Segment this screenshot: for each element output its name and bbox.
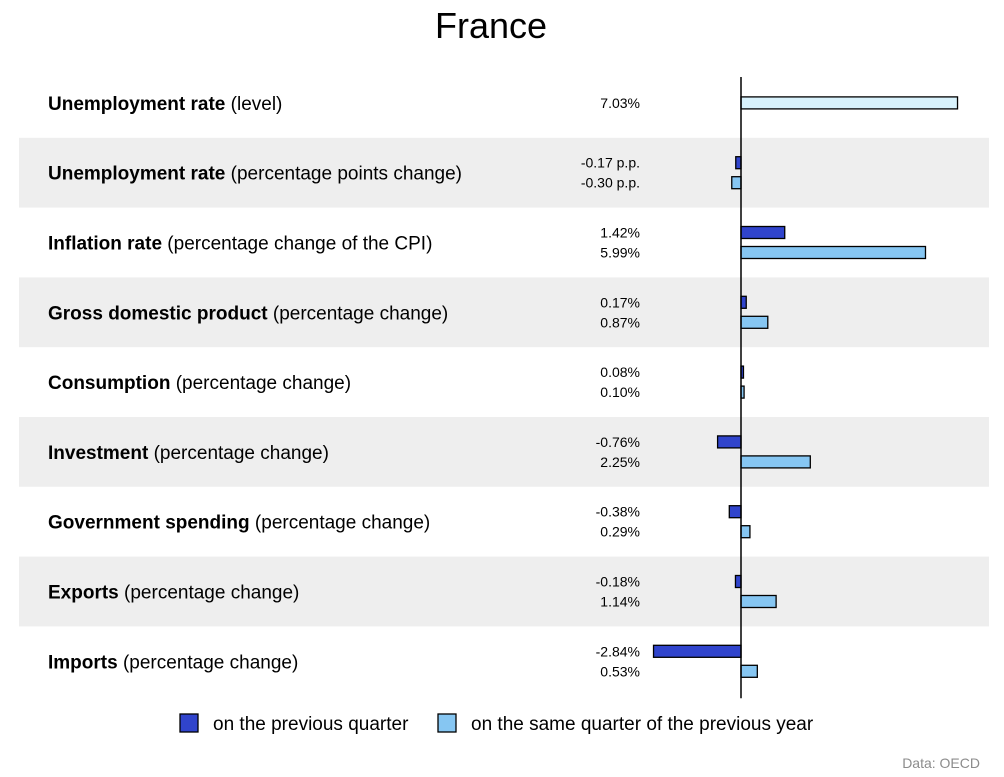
row-shading: [19, 556, 989, 627]
category-label: Gross domestic product (percentage chang…: [48, 303, 448, 324]
value-label: 0.08%: [600, 364, 640, 380]
category-label: Government spending (percentage change): [48, 513, 430, 534]
bar-level: [740, 96, 959, 110]
value-label: -0.76%: [596, 434, 640, 450]
legend-swatch: [179, 713, 199, 733]
row-shading: [19, 137, 989, 208]
category-suffix: (level): [225, 94, 282, 115]
bar-previous-quarter: [734, 574, 742, 589]
bar-previous-year: [731, 176, 742, 190]
category-name: Exports: [48, 583, 119, 604]
legend: on the previous quarter on the same quart…: [179, 713, 814, 735]
category-name: Unemployment rate: [48, 164, 225, 185]
category-label: Unemployment rate (percentage points cha…: [48, 164, 462, 185]
category-suffix: (percentage change): [268, 303, 449, 324]
chart-title: France: [434, 5, 548, 46]
category-label: Unemployment rate (level): [48, 94, 282, 115]
value-label: 5.99%: [600, 245, 640, 261]
row-shading: [19, 417, 989, 487]
category-suffix: (percentage change): [119, 583, 300, 604]
bar-previous-year: [740, 525, 751, 539]
category-suffix: (percentage change): [118, 652, 299, 673]
category-suffix: (percentage change of the CPI): [162, 234, 432, 255]
category-name: Consumption: [48, 373, 170, 394]
row-labels: Unemployment rate (level)Unemployment ra…: [48, 94, 462, 673]
legend-label: on the previous quarter: [213, 714, 409, 735]
category-suffix: (percentage change): [170, 373, 351, 394]
bar-previous-year: [740, 594, 777, 609]
bar-previous-year: [740, 315, 769, 329]
value-label: -2.84%: [596, 643, 640, 659]
bars: [652, 96, 959, 678]
bar-previous-year: [740, 245, 927, 260]
value-label: -0.18%: [596, 574, 640, 590]
value-label: -0.17 p.p.: [581, 155, 640, 171]
source-note: Data: OECD: [902, 755, 980, 771]
bar-previous-year: [740, 664, 758, 678]
bar-previous-quarter: [716, 435, 742, 449]
value-labels: 7.03% -0.17 p.p. -0.30 p.p. 1.42% 5.99% 0.17%…: [581, 95, 640, 679]
category-label: Inflation rate (percentage change of the…: [48, 234, 432, 255]
category-suffix: (percentage change): [148, 443, 329, 464]
category-suffix: (percentage points change): [225, 164, 462, 185]
bar-previous-quarter: [740, 225, 786, 240]
value-label: 1.14%: [600, 594, 640, 610]
value-label: -0.38%: [596, 504, 640, 520]
value-label: 0.10%: [600, 384, 640, 400]
category-name: Investment: [48, 443, 149, 464]
value-label: 2.25%: [600, 454, 640, 470]
value-label: 1.42%: [600, 225, 640, 241]
legend-label: on the same quarter of the previous year: [471, 714, 814, 735]
row-shading: [19, 277, 989, 348]
category-label: Investment (percentage change): [48, 443, 329, 464]
bar-previous-quarter: [740, 295, 747, 309]
category-name: Gross domestic product: [48, 303, 268, 324]
category-label: Exports (percentage change): [48, 583, 299, 604]
category-name: Inflation rate: [48, 234, 162, 255]
category-label: Consumption (percentage change): [48, 373, 351, 394]
category-name: Imports: [48, 652, 118, 673]
value-label: 0.87%: [600, 314, 640, 330]
category-suffix: (percentage change): [250, 513, 431, 534]
bar-previous-quarter: [728, 505, 742, 519]
category-label: Imports (percentage change): [48, 652, 298, 673]
value-label: 0.17%: [600, 294, 640, 310]
row-backgrounds: [19, 137, 989, 627]
value-label: -0.30 p.p.: [581, 175, 640, 191]
legend-swatch: [437, 713, 457, 733]
value-label: 7.03%: [600, 95, 640, 111]
value-label: 0.53%: [600, 663, 640, 679]
value-label: 0.29%: [600, 524, 640, 540]
bar-previous-year: [740, 455, 811, 469]
category-name: Unemployment rate: [48, 94, 225, 115]
bar-previous-quarter: [652, 644, 742, 658]
category-name: Government spending: [48, 513, 250, 534]
bar-previous-quarter: [735, 156, 742, 170]
